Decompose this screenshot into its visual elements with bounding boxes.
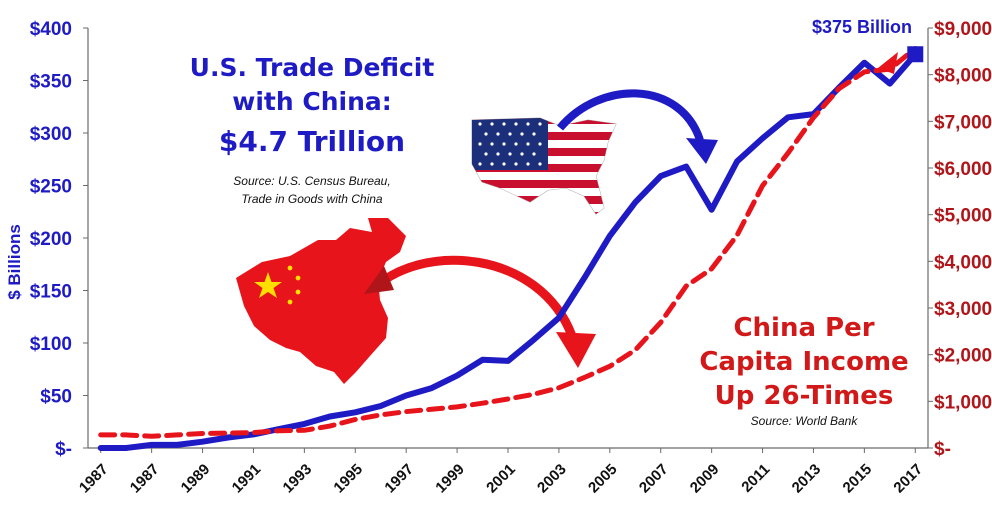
right-tick-label: $2,000 [934,346,992,367]
right-tick-label: $4,000 [934,252,992,273]
right-tick-label: $5,000 [934,206,992,227]
x-tick-label: 1997 [381,461,417,497]
left-axis-label: $ Billions [5,224,24,300]
left-axis-ticks: $- $50 $100 $150 $200 $250 $300 $350 $400 [30,19,88,460]
left-tick-label: $50 [40,387,72,408]
left-tick-label: $150 [30,282,72,303]
right-tick-label: $6,000 [934,159,992,180]
series-line-trade-deficit [97,51,919,451]
x-tick-label: 2001 [483,461,519,497]
x-tick-label: 1989 [178,461,214,497]
red-series-end-arrow-icon [878,52,898,74]
right-tick-label: $1,000 [934,392,992,413]
endpoint-label: $375 Billion [812,17,912,37]
series-line-per-capita-income [98,46,918,439]
right-tick-label: $3,000 [934,299,992,320]
china-big-star-icon [254,272,282,298]
source-blue-line-2: Trade in Goods with China [241,192,383,206]
x-tick-label: 2015 [840,461,876,497]
x-axis-ticks: 1987 1987 1989 1991 1993 1995 1997 1999 2001 2003… [76,448,926,496]
x-tick-label: 2013 [789,461,825,497]
x-tick-label: 2009 [687,461,723,497]
right-tick-label: $8,000 [934,66,992,87]
title-red-line-3: Up 26-Times [715,381,894,411]
title-blue-line-3: $4.7 Trillion [219,125,405,158]
left-tick-label: $100 [30,334,72,355]
left-tick-label: $400 [30,19,72,40]
title-red-line-1: China Per [733,313,874,343]
title-red-line-2: Capita Income [699,347,908,377]
x-tick-label: 1987 [76,461,112,497]
left-tick-label: $200 [30,229,72,250]
source-red: Source: World Bank [751,414,859,428]
x-tick-label: 1991 [229,461,265,497]
title-blue-line-2: with China: [232,87,392,116]
left-tick-label: $- [55,439,72,460]
x-tick-label: 2007 [636,461,672,497]
x-tick-label: 2005 [585,461,621,497]
x-tick-label: 2017 [890,461,926,497]
x-tick-label: 2011 [738,461,773,496]
x-tick-label: 1999 [432,461,468,497]
blue-curved-arrow-icon [556,89,718,164]
title-blue-line-1: U.S. Trade Deficit [190,53,435,82]
source-blue-line-1: Source: U.S. Census Bureau, [233,174,390,188]
x-tick-label: 1995 [330,461,366,497]
us-flag-map-icon [471,117,617,215]
right-tick-label: $7,000 [934,112,992,133]
left-tick-label: $300 [30,124,72,145]
right-axis-ticks: $- $1,000 $2,000 $3,000 $4,000 $5,000 $6,000 $7… [928,19,992,460]
endpoint-marker [907,46,924,63]
left-tick-label: $250 [30,177,72,198]
red-curved-arrow-icon [364,255,596,368]
x-tick-label: 1993 [280,461,316,497]
china-flag-map-icon [236,218,406,384]
right-tick-label: $9,000 [934,19,992,40]
x-tick-label: 1987 [127,461,163,497]
x-tick-label: 2003 [534,461,570,497]
left-tick-label: $350 [30,72,72,93]
right-tick-label: $- [934,439,951,460]
